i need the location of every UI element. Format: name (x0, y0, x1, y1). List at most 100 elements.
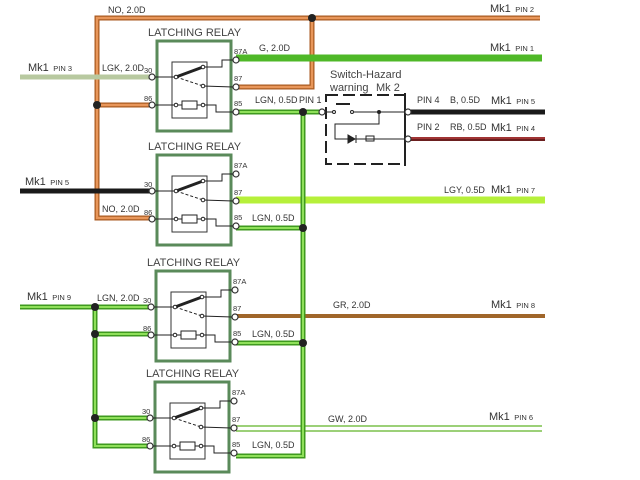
wire-mk1-pin9 (20, 304, 152, 449)
latching-relay-2: LATCHING RELAY 30 86 87A 87 85 (144, 141, 247, 247)
latching-relay-3: LATCHING RELAY 30 86 87A 87 85 (143, 257, 246, 363)
connector-mk1-pin2: Mk1 PIN 2 (490, 0, 534, 16)
wire-lgn-bus-highlight (236, 111, 322, 457)
pin-label-86: 86 (142, 435, 150, 444)
wire-labels: NO, 2.0D NO, 2.0D LGK, 2.0D G, 2.0D LGN,… (97, 5, 487, 450)
switch-mk2: Mk 2 (376, 82, 400, 94)
connector-mk1-pin3: Mk1 PIN 3 (28, 58, 72, 75)
pin-label-87: 87 (234, 188, 242, 197)
contact-point (172, 332, 178, 338)
terminal-icon (232, 170, 240, 178)
relay-contacts (154, 289, 233, 343)
relay-box (153, 380, 231, 474)
switch-hazard-warning: Switch-Hazard warning Mk 2 PIN 1 PIN 4 P… (299, 69, 440, 166)
relay-title: LATCHING RELAY (148, 141, 242, 153)
relay-inner (171, 175, 208, 233)
terminal-icon (147, 331, 155, 339)
pin-label-85: 85 (233, 329, 241, 338)
pin-label-87a: 87A (234, 47, 247, 56)
switch-pin2: PIN 2 (417, 122, 440, 132)
connector-mk1-pin6: Mk1 PIN 6 (489, 407, 533, 424)
switch-title: Switch-Hazard (330, 69, 402, 81)
pin-label-85: 85 (234, 99, 242, 108)
wire-lgn-bus (236, 109, 322, 459)
connector-labels: Mk1 PIN 2 Mk1 PIN 1 Mk1 PIN 3 Mk1 PIN 5 … (25, 0, 535, 424)
terminal-icon (231, 286, 239, 294)
switch-pin4: PIN 4 (417, 95, 440, 105)
switch-subtitle: warning (329, 82, 369, 94)
contact-point (199, 332, 205, 338)
relay-inner (171, 61, 208, 119)
contact-point (198, 443, 204, 449)
relay-box (155, 153, 233, 247)
pin-label-30: 30 (144, 180, 152, 189)
connector-mk1-pin4: Mk1 PIN 4 (491, 118, 535, 135)
pin-label-87a: 87A (232, 388, 245, 397)
connector-mk1-pin5-left: Mk1 PIN 5 (25, 172, 69, 189)
terminal-icon (232, 83, 240, 91)
contact-point (199, 313, 205, 319)
terminal-icon (232, 108, 240, 116)
pin-label-86: 86 (143, 324, 151, 333)
terminal-icon (148, 101, 156, 109)
junction-dots (91, 14, 316, 422)
label-rb: RB, 0.5D (450, 122, 487, 132)
terminal-icon (232, 222, 240, 230)
connector-mk1-pin5-right: Mk1 PIN 5 (491, 91, 535, 108)
contact-point (198, 424, 204, 430)
label-lgn-3: LGN, 0.5D (252, 329, 295, 339)
contact-point (173, 102, 179, 108)
relay-title: LATCHING RELAY (147, 257, 241, 269)
label-lgn-1: LGN, 0.5D (255, 95, 298, 105)
relay-box (154, 269, 232, 363)
terminal-icon (231, 313, 239, 321)
relay-inner (170, 291, 207, 349)
terminal-icon (147, 303, 155, 311)
contact-point (200, 64, 206, 70)
label-no-top: NO, 2.0D (108, 5, 146, 15)
terminal-icon (230, 424, 238, 432)
contact-point (171, 415, 177, 421)
contact-point (198, 405, 204, 411)
relay-title: LATCHING RELAY (146, 368, 240, 380)
pin-label-30: 30 (144, 66, 152, 75)
terminal-icon (232, 56, 240, 64)
label-g: G, 2.0D (259, 43, 291, 53)
contact-point (172, 304, 178, 310)
pin-label-87a: 87A (233, 277, 246, 286)
terminal-icon (146, 442, 154, 450)
wire-gw (236, 425, 542, 432)
label-lgn-2: LGN, 0.5D (252, 213, 295, 223)
contact-point (173, 216, 179, 222)
label-lgn-4: LGN, 0.5D (252, 440, 295, 450)
contact-point (200, 197, 206, 203)
pin-label-30: 30 (142, 407, 150, 416)
terminal-icon (230, 397, 238, 405)
terminal-icon (230, 449, 238, 457)
label-lgy: LGY, 0.5D (444, 185, 485, 195)
pin-label-85: 85 (232, 440, 240, 449)
terminal-icon (232, 197, 240, 205)
pin-label-86: 86 (144, 208, 152, 217)
connector-mk1-pin7: Mk1 PIN 7 (491, 180, 535, 197)
terminal-icon (231, 338, 239, 346)
terminal-icon (148, 187, 156, 195)
contact-point (199, 294, 205, 300)
latching-relay-4: LATCHING RELAY 30 86 87A 87 85 (142, 368, 245, 474)
label-lgk: LGK, 2.0D (102, 63, 145, 73)
terminal-icon (148, 215, 156, 223)
wire-no-orange-fill (95, 16, 540, 220)
connector-mk1-pin1: Mk1 PIN 1 (490, 38, 534, 55)
label-lgn-in: LGN, 2.0D (97, 293, 140, 303)
relay-box (155, 39, 233, 133)
switch-pin1: PIN 1 (299, 95, 322, 105)
contact-point (173, 74, 179, 80)
relay-contacts (153, 400, 232, 454)
wire-mk1-pin9-highlight (20, 306, 152, 447)
connector-mk1-pin8: Mk1 PIN 8 (491, 295, 535, 312)
label-gr: GR, 2.0D (333, 300, 371, 310)
relay-contacts (155, 173, 234, 227)
contact-point (200, 178, 206, 184)
contact-point (200, 216, 206, 222)
